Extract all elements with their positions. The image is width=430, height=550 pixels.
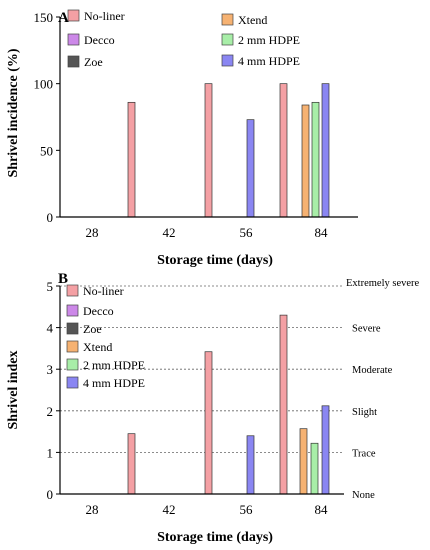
panel-b-label: B: [58, 271, 68, 287]
panel-b-legend-label: Zoe: [83, 322, 102, 336]
panel-b-bar: [299, 428, 308, 495]
panel-b-y-tick-label: 3: [47, 362, 54, 377]
panel-a-bar: [279, 83, 288, 218]
panel-a-y-tick-label: 150: [34, 10, 54, 25]
panel-a-legend-swatch: [221, 33, 234, 46]
panel-b-x-tick-label: 28: [86, 502, 99, 517]
panel-a-bar: [204, 83, 213, 218]
panel-b-x-tick-label: 84: [315, 502, 329, 517]
panel-a-x-tick-label: 84: [315, 225, 329, 240]
panel-b-legend-label: 2 mm HDPE: [83, 358, 145, 372]
panel-a-legend-swatch: [67, 33, 80, 46]
panel-a-legend-swatch: [221, 54, 234, 67]
panel-a-legend-label: Xtend: [238, 13, 267, 27]
panel-a-x-tick-label: 42: [163, 225, 176, 240]
panel-b-y-tick-label: 5: [47, 279, 54, 294]
panel-a-legend-label: 4 mm HDPE: [238, 54, 300, 68]
panel-b-reference-label: Slight: [352, 407, 377, 418]
panel-b-marks: Extremely severe Severe Moderate Slight Trac…: [47, 278, 420, 517]
panel-b-legend-swatch: [66, 340, 79, 353]
panel-a-x-tick-label: 56: [240, 225, 254, 240]
panel-a: A Shrivel incidence (%) Storage time (da…: [6, 9, 358, 268]
panel-b-bar: [321, 405, 330, 495]
panel-a-legend-label: Zoe: [84, 55, 103, 69]
panel-a-y-tick-label: 50: [40, 143, 53, 158]
panel-a-bar: [127, 101, 136, 218]
panel-b: B Shrivel index Storage time (days) Extr…: [6, 271, 420, 545]
panel-a-bar: [301, 104, 310, 218]
panel-b-x-tick-label: 42: [163, 502, 176, 517]
panel-a-bar: [246, 119, 255, 218]
panel-b-reference-label: Extremely severe: [346, 278, 420, 289]
panel-b-reference-label: None: [352, 490, 375, 501]
panel-b-bar: [127, 433, 136, 495]
panel-a-legend-swatch: [67, 9, 80, 22]
panel-b-y-tick-label: 4: [47, 321, 54, 336]
panel-b-x-axis-title: Storage time (days): [157, 530, 273, 545]
panel-b-bar: [204, 351, 213, 495]
panel-b-legend-swatch: [66, 358, 79, 371]
panel-b-legend-label: Decco: [83, 304, 114, 318]
panel-a-bar: [311, 101, 320, 218]
panel-a-legend-swatch: [67, 55, 80, 68]
panel-b-legend-label: Xtend: [83, 340, 112, 354]
panel-a-label: A: [58, 10, 69, 26]
panel-b-y-tick-label: 2: [47, 404, 54, 419]
panel-b-x-tick-label: 56: [240, 502, 254, 517]
panel-a-legend-swatch: [221, 13, 234, 26]
panel-b-legend-swatch: [66, 304, 79, 317]
panel-b-legend-swatch: [66, 322, 79, 335]
panel-a-y-axis-title: Shrivel incidence (%): [6, 48, 21, 177]
panel-a-y-tick-label: 0: [47, 210, 54, 225]
panel-b-y-tick-label: 0: [47, 487, 54, 502]
panel-a-x-axis-title: Storage time (days): [157, 253, 273, 268]
panel-b-bar: [310, 442, 319, 495]
panel-a-bar: [321, 83, 330, 218]
panel-b-bar: [279, 314, 288, 495]
panel-b-reference-label: Trace: [352, 448, 376, 459]
panel-a-x-tick-label: 28: [86, 225, 99, 240]
panel-b-y-axis-title: Shrivel index: [6, 351, 21, 430]
panel-a-legend-label: No-liner: [84, 9, 125, 23]
panel-b-legend-swatch: [66, 284, 79, 297]
panel-a-legend-label: Decco: [84, 33, 115, 47]
panel-a-y-tick-label: 100: [34, 77, 54, 92]
panel-b-legend-label: 4 mm HDPE: [83, 376, 145, 390]
panel-b-reference-label: Moderate: [352, 365, 393, 376]
panel-a-legend-label: 2 mm HDPE: [238, 33, 300, 47]
panel-a-marks: 0 50 100 150 28 42 56 84 No-liner Decco Zoe Xtend 2 …: [34, 9, 358, 240]
panel-b-reference-label: Severe: [352, 324, 381, 335]
panel-b-legend-swatch: [66, 376, 79, 389]
panel-b-bar: [246, 435, 255, 495]
panel-b-y-tick-label: 1: [47, 445, 54, 460]
panel-b-legend-label: No-liner: [83, 284, 124, 298]
